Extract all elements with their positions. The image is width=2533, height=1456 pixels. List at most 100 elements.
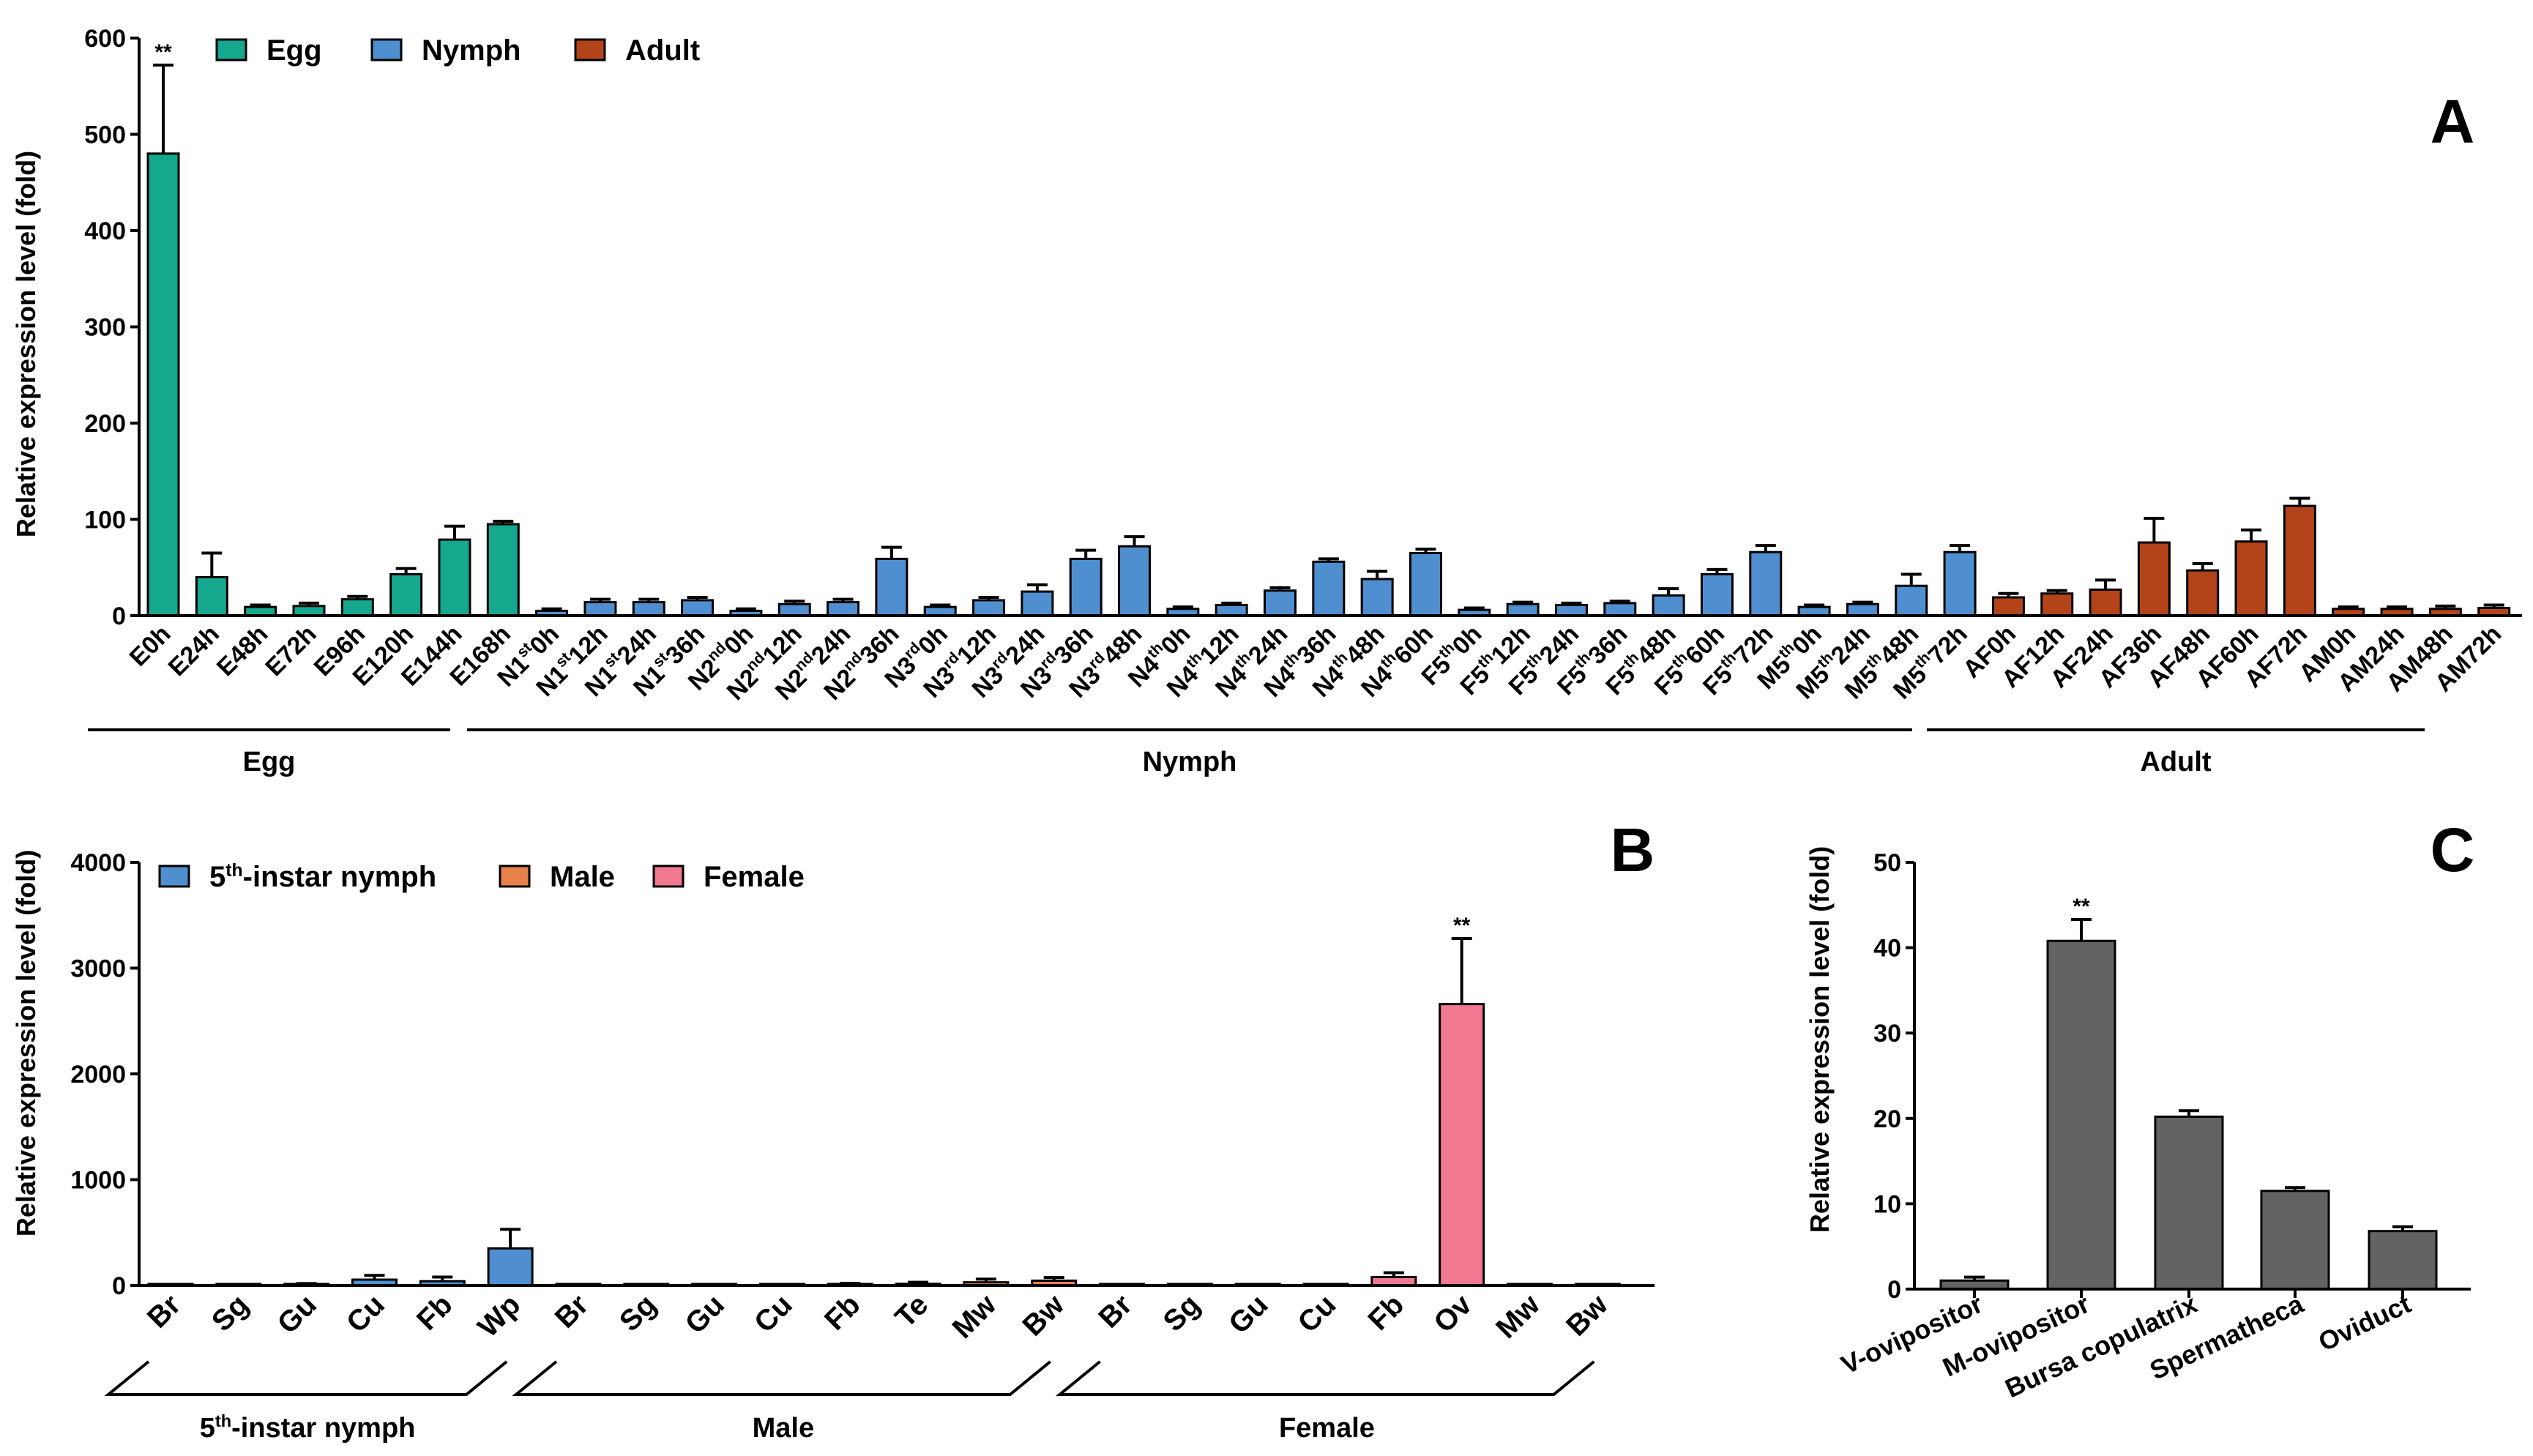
panel-b-chart: Relative expression level (fold) B 0 1000… [11,815,1655,1444]
y-tick-label: 4000 [70,849,126,877]
panel-b-y-axis-label: Relative expression level (fold) [11,850,41,1236]
category-label: Gu [679,1288,731,1340]
bar-af36h [2137,541,2171,617]
panel-c-bars: ** [1939,895,2438,1291]
y-tick-label: 10 [1873,1190,1901,1218]
y-tick-label: 200 [84,410,126,438]
bar-e120h [389,572,423,617]
y-tick-label: 2000 [70,1061,126,1089]
panel-c-label: C [2431,815,2475,884]
category-label: Br [549,1288,595,1334]
y-tick-label: 50 [1873,849,1901,877]
group-label-main: 5 [200,1413,215,1444]
category-label: Wp [471,1288,526,1343]
panel-b-bars: ** [147,914,1621,1287]
panel-a-legend: Egg Nymph Adult [215,34,700,67]
bar-5th-instar-nymph-wp [487,1247,534,1287]
panel-b-group-labels: 5th-instar nymph Male Female [104,1360,1595,1444]
legend-swatch-nymph [370,38,403,61]
category-label: Cu [748,1288,799,1339]
legend-label-egg: Egg [266,34,322,67]
category-label: Br [1092,1288,1138,1334]
bar-m5th24h [1846,602,1879,617]
group-bracket [1055,1360,1595,1396]
legend-label-sup: th [225,861,242,881]
bar-n4th12h [1215,604,1248,617]
bar-n3rd24h [1021,590,1054,617]
bar-n3rd12h [972,599,1006,617]
bar-e24h [195,575,228,617]
panel-a-category-labels: E0hE24hE48hE72hE96hE120hE144hE168hN1st0h… [124,620,2507,706]
group-label-egg: Egg [243,747,296,777]
bar-n2nd36h [875,557,909,617]
category-label: Bw [1017,1288,1071,1343]
legend-label-adult: Adult [625,34,700,67]
bar-e0h-significance: ** [154,40,172,64]
y-tick-label: 0 [112,602,126,630]
bar-n1st12h [583,601,617,617]
category-label: Mw [1490,1288,1546,1345]
legend-label-nymph: Nymph [422,34,521,67]
y-tick-label: 30 [1873,1020,1901,1048]
bar-af60h [2234,540,2268,617]
panel-a-chart: Relative expression level (fold) A 0 100 2… [11,25,2522,777]
y-tick-label: 1000 [70,1167,126,1195]
bar-female-ov [1439,1003,1485,1287]
bar-f5th48h [1652,594,1685,617]
legend-swatch-egg [215,38,247,61]
legend-label: 5th-instar nymph [209,861,436,893]
panel-c-y-axis: 0 10 20 30 40 50 [1873,849,1916,1304]
group-label-sup: th [215,1411,231,1430]
group-label-adult: Adult [2140,747,2211,777]
bar-female-ov-significance: ** [1453,914,1471,938]
bar-n4th48h [1360,578,1394,617]
legend-label-tail: -instar nymph [243,861,436,893]
category-label: E72h [260,620,321,682]
category-label: Gu [272,1288,323,1340]
panel-b-category-labels: Br Sg Gu Cu Fb Wp Br Sg Gu Cu Fb Te Mw Bw Br Sg Gu Cu Fb Ov… [141,1288,1615,1345]
panel-a-y-axis-label: Relative expression level (fold) [11,151,41,537]
bar-n3rd36h [1069,557,1103,617]
bar-bursa-copulatrix [2154,1115,2224,1291]
y-tick-label: 500 [84,122,126,149]
bar-m-ovipositor [2046,939,2116,1291]
bar-e0h [146,152,180,617]
legend-swatch [158,865,190,888]
bar-f5th60h [1700,572,1734,617]
panel-b-y-axis: 0 1000 2000 3000 4000 [70,849,141,1300]
category-label: Sg [613,1288,663,1337]
legend-swatch [652,865,684,888]
category-label: Oviduct [2314,1288,2416,1357]
panel-a-group-labels: Egg Nymph Adult [88,728,2425,777]
y-tick-label: 100 [84,507,126,534]
bar-spermatheca [2260,1190,2330,1291]
panel-b-label: B [1611,815,1655,884]
bar-af72h [2283,504,2316,617]
category-label: E48h [212,620,273,682]
bar-n2nd24h [827,601,860,617]
bar-m-ovipositor-significance: ** [2073,895,2090,919]
bar-af0h [1991,596,2025,617]
category-label: Sg [206,1288,255,1337]
category-label: Fb [411,1288,459,1337]
group-label-tail: -instar nymph [231,1413,415,1444]
legend-swatch [499,865,531,888]
panel-a-y-axis: 0 100 200 300 400 500 600 [84,25,141,630]
legend-label: Male [550,861,615,893]
y-tick-label: 20 [1873,1105,1901,1133]
y-tick-label: 0 [112,1272,126,1300]
bar-af12h [2040,592,2074,617]
bar-n4th60h [1409,552,1442,617]
y-tick-label: 3000 [70,955,126,983]
bar-f5th12h [1506,602,1540,617]
bar-e144h [438,538,471,617]
category-label: Gu [1223,1288,1274,1340]
bar-f5th36h [1603,602,1637,617]
legend-label-main: 5 [209,861,225,893]
group-label-nymph: Nymph [1143,747,1237,777]
bar-e96h [340,598,374,617]
category-label: E24h [163,620,225,682]
y-tick-label: 300 [84,314,126,342]
category-label: Te [889,1288,934,1334]
